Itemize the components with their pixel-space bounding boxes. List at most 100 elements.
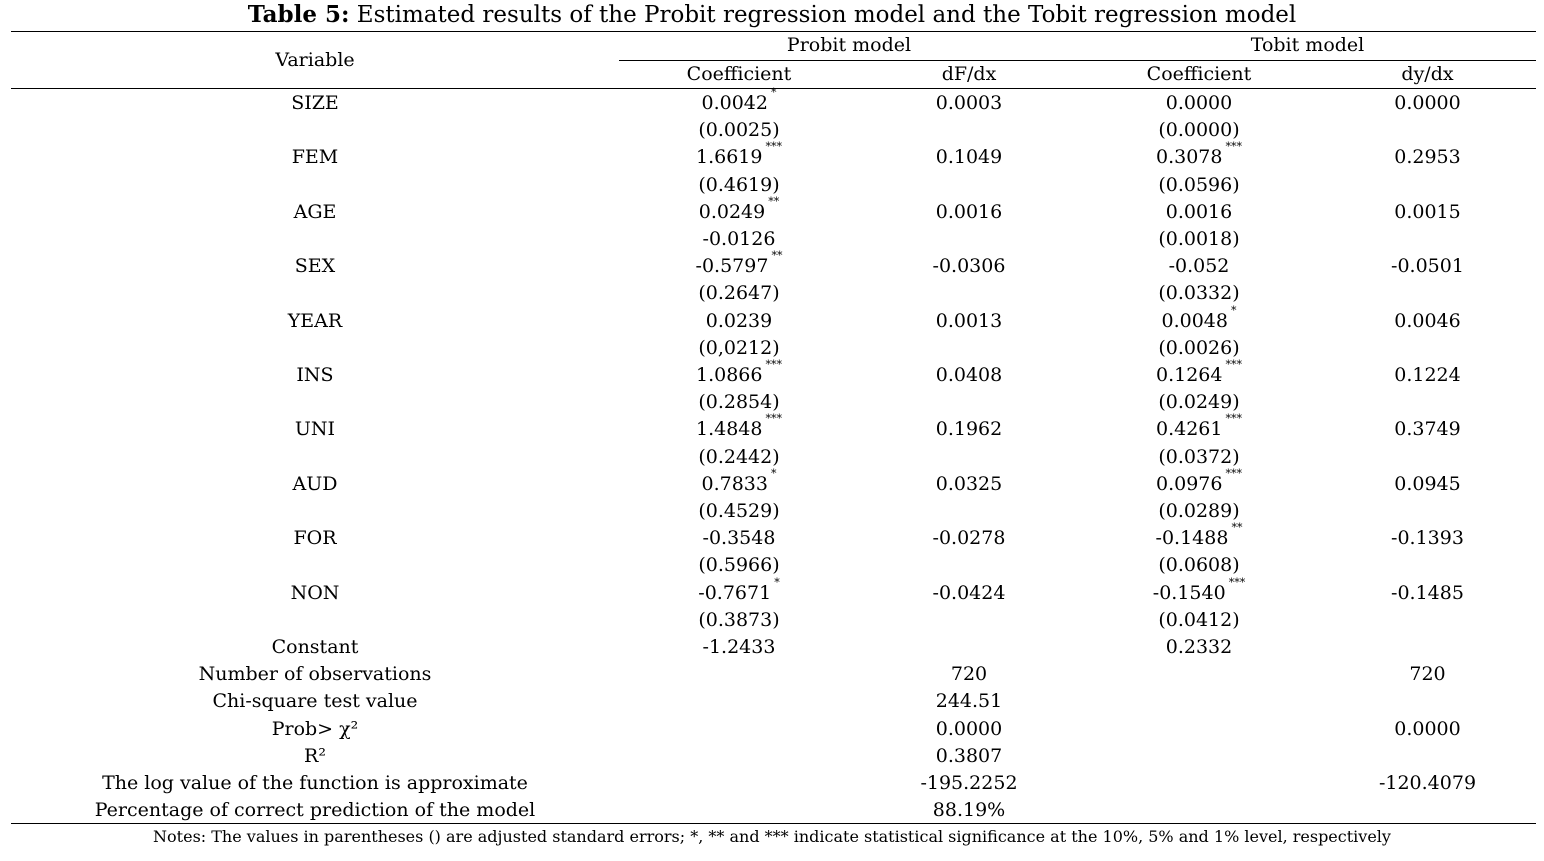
tobit-dydx: -0.0501 bbox=[1319, 253, 1536, 280]
tobit-coefficient: -0.1488 ** bbox=[1079, 522, 1319, 552]
probit-coefficient-value: 0.0239 bbox=[705, 310, 773, 332]
tobit-coefficient: -0.1540 *** bbox=[1079, 577, 1319, 607]
probit-dfdx: -0.0278 bbox=[859, 525, 1079, 552]
tobit-dydx-value: -0.1393 bbox=[1391, 527, 1464, 549]
tobit-coefficient: 0.0000 bbox=[1079, 90, 1319, 117]
header-bottom-rule bbox=[11, 88, 1536, 89]
probit-coefficient-value: 1.6619 bbox=[696, 146, 763, 168]
tobit-standard-error: (0.0018) bbox=[1079, 226, 1319, 253]
tobit-coefficient-value: 0.3078 bbox=[1156, 146, 1223, 168]
constant-label: Constant bbox=[11, 634, 619, 661]
variable-name: FOR bbox=[11, 525, 619, 552]
probit-dfdx-value: 0.0325 bbox=[935, 473, 1003, 495]
tobit-coefficient-value: 0.0016 bbox=[1165, 201, 1233, 223]
probit-coefficient-value: -0.3548 bbox=[702, 527, 776, 549]
probit-standard-error-value: (0.0025) bbox=[698, 119, 780, 141]
probit-dfdx-value: -0.0424 bbox=[932, 582, 1006, 604]
variable-name: UNI bbox=[11, 416, 619, 443]
variable-name-value: NON bbox=[290, 582, 340, 604]
probit-standard-error-value: (0.2854) bbox=[698, 391, 780, 413]
variable-name-value: AGE bbox=[293, 201, 337, 223]
variable-name: YEAR bbox=[11, 308, 619, 335]
tobit-standard-error-value: (0.0596) bbox=[1158, 174, 1240, 196]
significance-stars: * bbox=[770, 467, 777, 480]
header-probit-coefficient: Coefficient bbox=[686, 63, 792, 85]
probit-dfdx-value: 0.1962 bbox=[935, 418, 1003, 440]
probit-standard-error: (0.2854) bbox=[619, 389, 859, 416]
probit-standard-error: (0.5966) bbox=[619, 552, 859, 579]
probit-dfdx: 0.0408 bbox=[859, 362, 1079, 389]
tobit-coefficient: -0.052 bbox=[1079, 253, 1319, 280]
constant-label-value: Constant bbox=[271, 636, 359, 658]
tobit-standard-error: (0.0000) bbox=[1079, 117, 1319, 144]
header-tobit-dydx: dy/dx bbox=[1401, 63, 1454, 85]
tobit-coefficient: 0.3078 *** bbox=[1079, 141, 1319, 171]
tobit-dydx-value: -0.0501 bbox=[1391, 255, 1464, 277]
table-title: Table 5: Estimated results of the Probit… bbox=[0, 0, 1544, 30]
probit-standard-error: (0.2647) bbox=[619, 280, 859, 307]
tobit-standard-error: (0.0372) bbox=[1079, 444, 1319, 471]
statistic-label: Prob> χ² bbox=[11, 716, 619, 743]
probit-statistic: 0.0000 bbox=[859, 716, 1079, 743]
tobit-standard-error-value: (0.0000) bbox=[1158, 119, 1240, 141]
variable-name-value: YEAR bbox=[287, 310, 343, 332]
tobit-statistic: 720 bbox=[1319, 661, 1536, 688]
probit-standard-error-value: (0.2442) bbox=[698, 446, 780, 468]
table-label: Table 5: bbox=[247, 1, 350, 28]
tobit-dydx: 0.1224 bbox=[1319, 362, 1536, 389]
significance-stars: *** bbox=[1225, 412, 1242, 425]
probit-dfdx-value: -0.0306 bbox=[932, 255, 1006, 277]
statistic-label-value: R² bbox=[304, 745, 326, 767]
variable-name: SIZE bbox=[11, 90, 619, 117]
tobit-coefficient-value: 0.0048 bbox=[1161, 310, 1228, 332]
tobit-dydx-value: 0.0945 bbox=[1394, 473, 1461, 495]
tobit-standard-error: (0.0026) bbox=[1079, 335, 1319, 362]
probit-coefficient-value: 0.0249 bbox=[698, 201, 766, 223]
tobit-standard-error: (0.0332) bbox=[1079, 280, 1319, 307]
tobit-standard-error-value: (0.0289) bbox=[1158, 500, 1240, 522]
probit-coefficient-value: 0.7833 bbox=[701, 473, 768, 495]
statistic-label-value: Percentage of correct prediction of the … bbox=[94, 799, 536, 821]
tobit-coefficient-value: -0.052 bbox=[1168, 255, 1230, 277]
variable-name-value: FEM bbox=[291, 146, 339, 168]
tobit-dydx: 0.2953 bbox=[1319, 144, 1536, 171]
probit-dfdx: 0.1049 bbox=[859, 144, 1079, 171]
significance-stars: *** bbox=[1225, 467, 1242, 480]
tobit-dydx-value: 0.0015 bbox=[1394, 201, 1461, 223]
statistic-label: Number of observations bbox=[11, 661, 619, 688]
tobit-statistic-value: 720 bbox=[1409, 663, 1446, 685]
header-probit-dfdx: dF/dx bbox=[941, 63, 997, 85]
probit-dfdx: 0.0016 bbox=[859, 199, 1079, 226]
statistic-label-value: The log value of the function is approxi… bbox=[102, 772, 528, 794]
probit-standard-error: (0.0025) bbox=[619, 117, 859, 144]
probit-constant-value: -1.2433 bbox=[702, 636, 776, 658]
probit-coefficient: 1.6619 *** bbox=[619, 141, 859, 171]
statistic-label: R² bbox=[11, 743, 619, 770]
probit-standard-error-value: (0.4529) bbox=[698, 500, 780, 522]
probit-dfdx: 0.0003 bbox=[859, 90, 1079, 117]
table-notes: Notes: The values in parentheses () are … bbox=[153, 827, 1391, 846]
probit-coefficient: 0.0239 bbox=[619, 308, 859, 335]
probit-statistic: 720 bbox=[859, 661, 1079, 688]
tobit-standard-error-value: (0.0412) bbox=[1158, 609, 1240, 631]
probit-dfdx-value: 0.0003 bbox=[935, 92, 1003, 114]
tobit-coefficient: 0.4261 *** bbox=[1079, 413, 1319, 443]
probit-coefficient: -0.5797 ** bbox=[619, 250, 859, 280]
probit-standard-error: (0.3873) bbox=[619, 607, 859, 634]
header-sub-rule bbox=[619, 60, 1536, 61]
probit-coefficient: 1.0866 *** bbox=[619, 359, 859, 389]
probit-dfdx-value: -0.0278 bbox=[932, 527, 1006, 549]
tobit-dydx: 0.0015 bbox=[1319, 199, 1536, 226]
tobit-standard-error: (0.0596) bbox=[1079, 172, 1319, 199]
significance-stars: * bbox=[1230, 304, 1237, 317]
tobit-constant-value: 0.2332 bbox=[1165, 636, 1233, 658]
statistic-label: The log value of the function is approxi… bbox=[11, 770, 619, 797]
tobit-standard-error: (0.0608) bbox=[1079, 552, 1319, 579]
probit-dfdx-value: 0.1049 bbox=[935, 146, 1003, 168]
significance-stars: *** bbox=[765, 412, 782, 425]
statistic-label-value: Prob> χ² bbox=[271, 718, 359, 740]
significance-stars: * bbox=[770, 86, 777, 99]
probit-standard-error-value: (0.2647) bbox=[698, 282, 780, 304]
variable-name: AGE bbox=[11, 199, 619, 226]
variable-name-value: UNI bbox=[294, 418, 336, 440]
